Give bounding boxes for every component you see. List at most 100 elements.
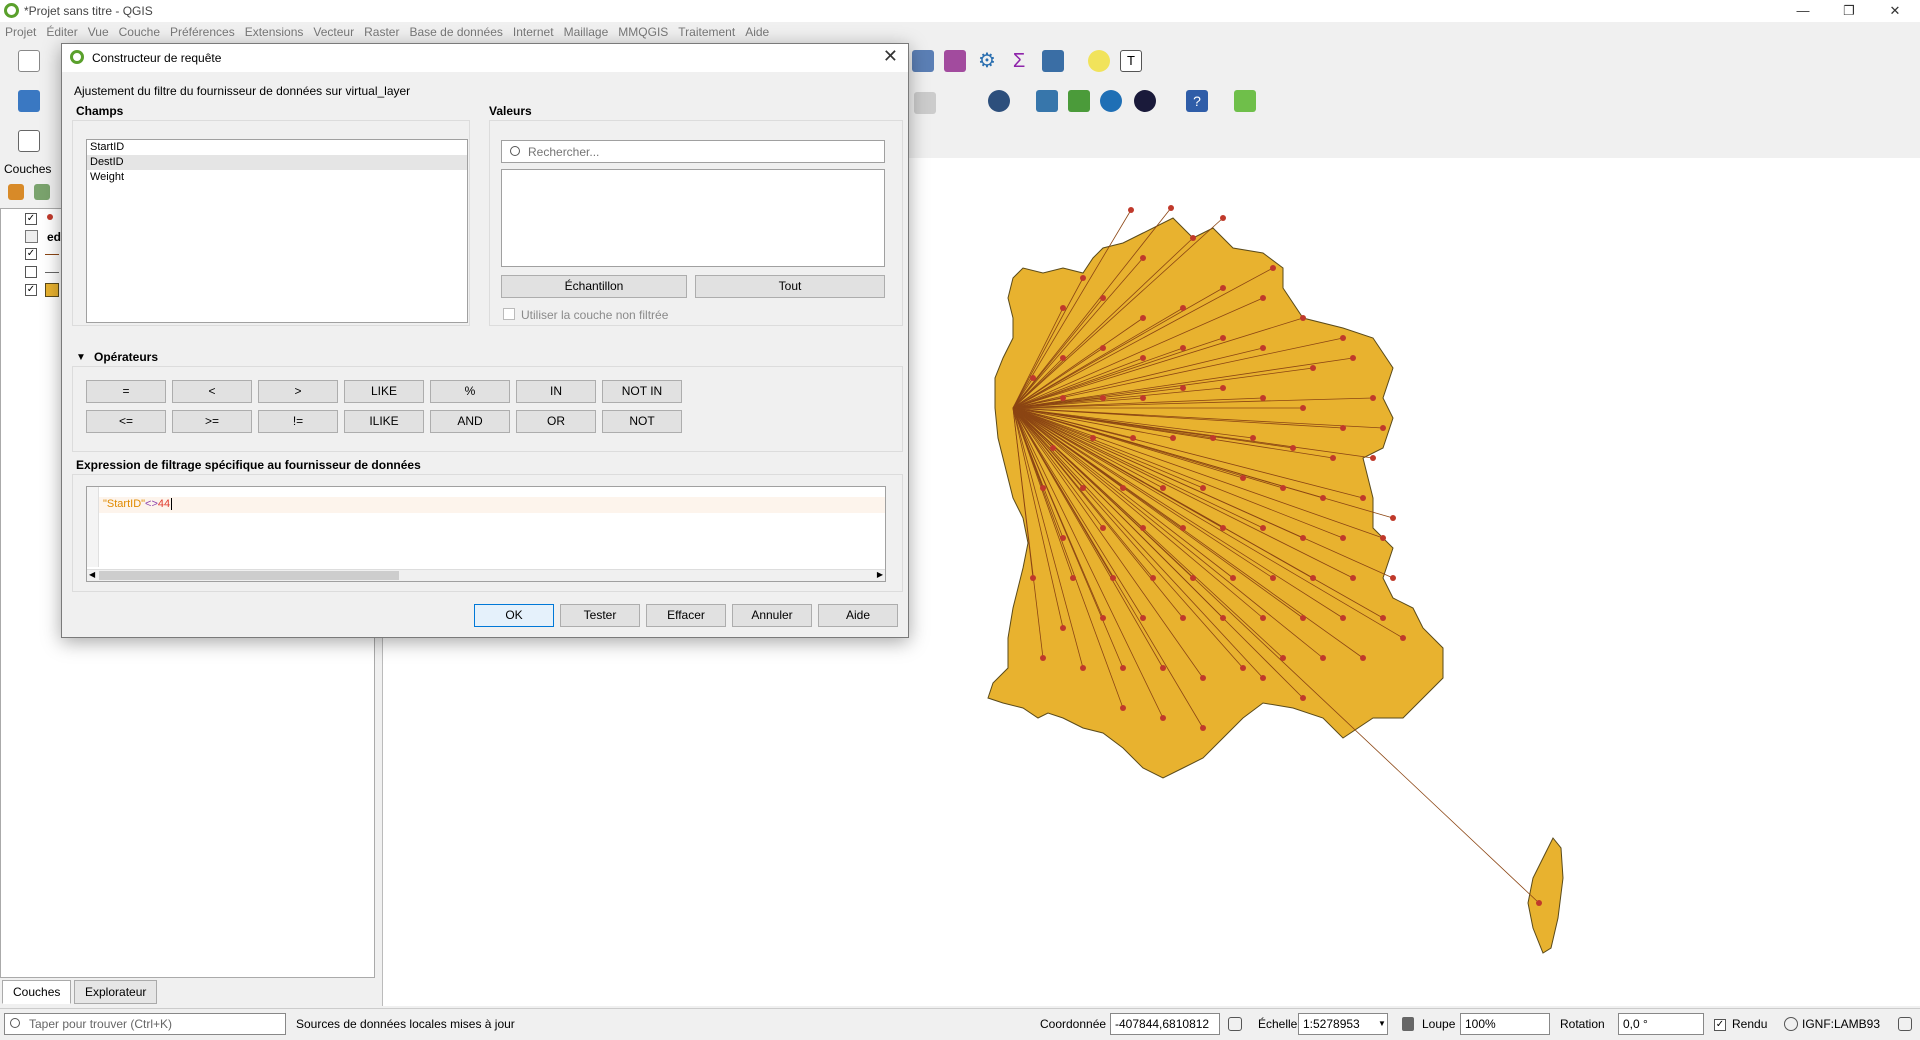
flow-line: [1012, 347, 1184, 409]
operator-greater-button[interactable]: >: [258, 380, 338, 403]
expression-heading: Expression de filtrage spécifique au fou…: [76, 458, 421, 472]
layer-checkbox[interactable]: ✓: [25, 213, 37, 225]
clear-button[interactable]: Effacer: [646, 604, 726, 627]
menu-raster[interactable]: Raster: [364, 25, 400, 39]
unfiltered-layer-checkbox[interactable]: [503, 308, 515, 320]
field-item-destid[interactable]: DestID: [87, 155, 467, 170]
data-source-manager-icon[interactable]: [18, 90, 40, 112]
values-list[interactable]: [501, 169, 885, 267]
text-annotation-icon[interactable]: T: [1120, 50, 1142, 72]
style-brush-icon[interactable]: [8, 184, 24, 200]
operator-in-button[interactable]: IN: [516, 380, 596, 403]
menu-base-de-donnees[interactable]: Base de données: [409, 25, 503, 39]
values-search[interactable]: [501, 140, 885, 163]
close-icon[interactable]: ✕: [882, 46, 898, 66]
window-title: *Projet sans titre - QGIS: [24, 4, 153, 18]
layers-plugin-icon[interactable]: [1068, 90, 1090, 112]
menu-projet[interactable]: Projet: [5, 25, 37, 39]
python-icon[interactable]: [1036, 90, 1058, 112]
expression-text[interactable]: "StartID"<>44: [103, 498, 173, 510]
field-item-weight[interactable]: Weight: [90, 171, 125, 183]
corsica-polygon: [1527, 837, 1564, 954]
operator-not-button[interactable]: NOT: [602, 410, 682, 433]
refresh-plugin-icon[interactable]: [1234, 90, 1256, 112]
rotation-spinbox[interactable]: 0,0 °: [1618, 1013, 1704, 1035]
operator-less-button[interactable]: <: [172, 380, 252, 403]
fields-list[interactable]: StartID DestID Weight: [86, 139, 468, 323]
attribute-table-icon[interactable]: [912, 50, 934, 72]
settings-gear-icon[interactable]: ⚙: [978, 50, 996, 72]
scroll-left-icon[interactable]: ◀: [89, 570, 96, 579]
ok-button[interactable]: OK: [474, 604, 554, 627]
all-button[interactable]: Tout: [695, 275, 885, 298]
map-tips-icon[interactable]: [1088, 50, 1110, 72]
operator-percent-button[interactable]: %: [430, 380, 510, 403]
help-button[interactable]: Aide: [818, 604, 898, 627]
operator-and-button[interactable]: AND: [430, 410, 510, 433]
operator-gte-button[interactable]: >=: [172, 410, 252, 433]
horizontal-scrollbar[interactable]: ◀ ▶: [87, 569, 885, 581]
network-icon[interactable]: [1100, 90, 1122, 112]
sample-button[interactable]: Échantillon: [501, 275, 687, 298]
crs-globe-icon[interactable]: [1784, 1017, 1798, 1031]
statistics-icon[interactable]: [944, 50, 966, 72]
layer-checkbox[interactable]: ✓: [25, 248, 37, 260]
scroll-right-icon[interactable]: ▶: [876, 570, 883, 579]
coordinate-toggle-icon[interactable]: [1228, 1017, 1242, 1031]
cancel-button[interactable]: Annuler: [732, 604, 812, 627]
operator-not-equal-button[interactable]: !=: [258, 410, 338, 433]
menu-extensions[interactable]: Extensions: [244, 25, 304, 39]
menu-couche[interactable]: Couche: [118, 25, 160, 39]
menu-editer[interactable]: Éditer: [46, 25, 78, 39]
crs-label[interactable]: IGNF:LAMB93: [1802, 1017, 1881, 1031]
measure-icon[interactable]: [1042, 50, 1064, 72]
minimize-button[interactable]: —: [1796, 3, 1810, 18]
restore-button[interactable]: ❐: [1843, 3, 1855, 18]
fields-group: [72, 120, 470, 326]
lock-icon[interactable]: [1402, 1017, 1414, 1031]
identify-icon[interactable]: [18, 130, 40, 152]
menu-vue[interactable]: Vue: [87, 25, 109, 39]
menu-vecteur[interactable]: Vecteur: [313, 25, 355, 39]
values-search-input[interactable]: [502, 141, 862, 162]
globe-web-icon[interactable]: [988, 90, 1010, 112]
expression-editor[interactable]: "StartID"<>44 ◀ ▶: [86, 486, 886, 582]
operator-not-in-button[interactable]: NOT IN: [602, 380, 682, 403]
collapse-triangle-icon[interactable]: ▼: [76, 352, 86, 363]
world-icon[interactable]: [1134, 90, 1156, 112]
menu-maillage[interactable]: Maillage: [563, 25, 609, 39]
operators-heading[interactable]: Opérateurs: [94, 350, 159, 364]
scale-combobox[interactable]: 1:5278953: [1298, 1013, 1388, 1035]
test-button[interactable]: Tester: [560, 604, 640, 627]
operator-ilike-button[interactable]: ILIKE: [344, 410, 424, 433]
centroid-point: [1090, 435, 1096, 441]
add-group-icon[interactable]: [34, 184, 50, 200]
new-project-icon[interactable]: [18, 50, 40, 72]
menu-preferences[interactable]: Préférences: [170, 25, 235, 39]
flow-line: [1012, 337, 1224, 409]
menu-mmqgis[interactable]: MMQGIS: [618, 25, 669, 39]
render-checkbox[interactable]: ✓: [1714, 1019, 1726, 1031]
operator-like-button[interactable]: LIKE: [344, 380, 424, 403]
menu-internet[interactable]: Internet: [512, 25, 554, 39]
tab-couches[interactable]: Couches: [2, 980, 72, 1004]
close-window-button[interactable]: ✕: [1889, 3, 1901, 18]
chevron-down-icon[interactable]: ▼: [1378, 1019, 1386, 1028]
menu-aide[interactable]: Aide: [745, 25, 770, 39]
magnifier-spinbox[interactable]: 100%: [1460, 1013, 1550, 1035]
scrollbar-thumb[interactable]: [99, 571, 399, 580]
coordinate-field[interactable]: -407844,6810812: [1110, 1013, 1220, 1035]
messages-icon[interactable]: [1898, 1017, 1912, 1031]
locator-search-input[interactable]: Taper pour trouver (Ctrl+K): [4, 1013, 286, 1035]
layer-checkbox[interactable]: ✓: [25, 284, 37, 296]
field-item-startid[interactable]: StartID: [90, 141, 125, 153]
operator-or-button[interactable]: OR: [516, 410, 596, 433]
layer-label[interactable]: ed: [47, 230, 62, 244]
sum-icon[interactable]: Σ: [1012, 50, 1026, 72]
layer-checkbox[interactable]: [25, 266, 37, 278]
operator-equals-button[interactable]: =: [86, 380, 166, 403]
menu-traitement[interactable]: Traitement: [678, 25, 736, 39]
operator-lte-button[interactable]: <=: [86, 410, 166, 433]
help-icon[interactable]: ?: [1186, 90, 1208, 112]
tab-explorateur[interactable]: Explorateur: [74, 980, 158, 1004]
